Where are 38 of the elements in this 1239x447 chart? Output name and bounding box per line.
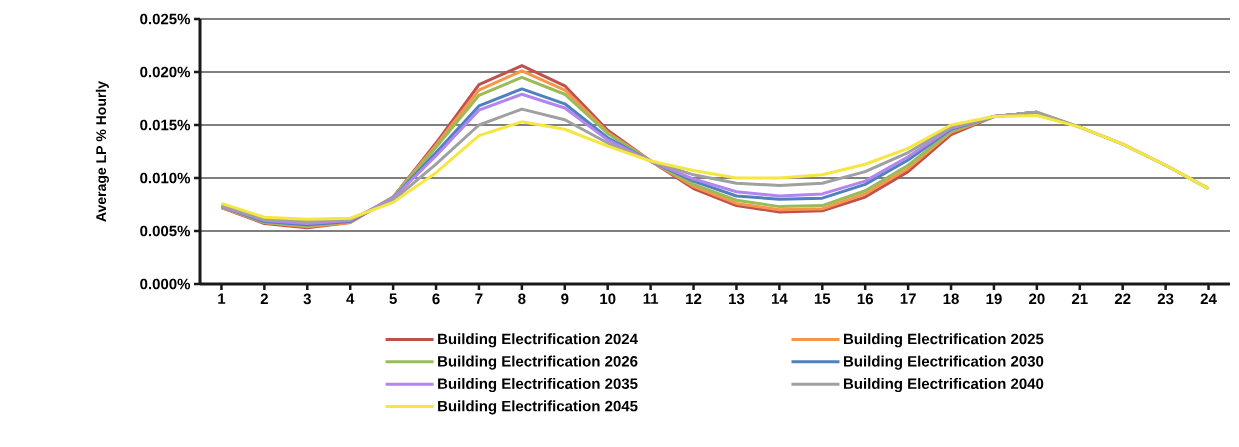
y-tick-label: 0.015%: [140, 119, 191, 131]
x-tick-label: 17: [900, 293, 916, 304]
x-tick-label: 9: [561, 293, 569, 305]
x-tick-label: 16: [857, 293, 873, 305]
x-tick-label: 22: [1114, 293, 1131, 305]
x-tick-label: 14: [771, 293, 788, 304]
x-tick-label: 2: [260, 293, 268, 305]
x-tick-label: 24: [1200, 293, 1217, 305]
y-axis-title: Average LP % Hourly: [95, 81, 109, 222]
x-tick-label: 5: [389, 293, 397, 304]
legend-label: Building Electrification 2024: [438, 333, 638, 348]
x-tick-label: 8: [518, 293, 526, 305]
x-tick-label: 6: [432, 293, 440, 305]
x-tick-label: 12: [686, 293, 702, 305]
x-tick-label: 18: [943, 293, 959, 305]
x-tick-label: 1: [218, 293, 226, 304]
y-tick-label: 0.010%: [140, 172, 191, 184]
x-tick-label: 10: [600, 293, 616, 305]
x-tick-label: 15: [814, 293, 831, 304]
y-tick-label: 0.020%: [140, 66, 191, 78]
x-tick-label: 20: [1029, 293, 1045, 305]
x-tick-label: 3: [303, 293, 311, 305]
y-tick-label: 0.025%: [140, 13, 191, 25]
x-tick-label: 23: [1157, 293, 1174, 305]
x-tick-label: 4: [346, 293, 355, 304]
legend-label: Building Electrification 2035: [438, 377, 638, 393]
legend-label: Building Electrification 2030: [843, 355, 1044, 370]
x-tick-label: 19: [986, 293, 1002, 305]
x-tick-label: 11: [643, 293, 659, 304]
legend-label: Building Electrification 2026: [438, 355, 638, 370]
legend-label: Building Electrification 2040: [843, 377, 1044, 393]
x-tick-label: 21: [1071, 293, 1088, 305]
y-tick-label: 0.000%: [140, 278, 191, 290]
x-tick-label: 13: [729, 293, 745, 305]
legend-label: Building Electrification 2045: [438, 400, 638, 415]
y-tick-label: 0.005%: [140, 225, 191, 237]
legend-label: Building Electrification 2025: [843, 333, 1044, 348]
x-tick-label: 7: [475, 293, 483, 304]
